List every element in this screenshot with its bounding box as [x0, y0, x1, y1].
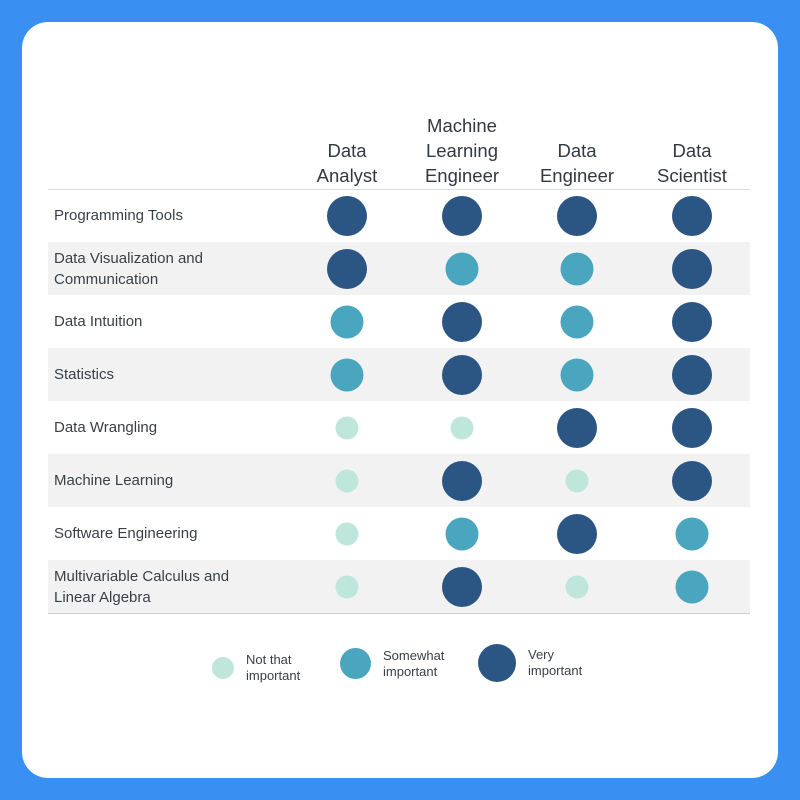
importance-dot-very-important [672, 301, 712, 342]
importance-dot-very-important [327, 195, 367, 236]
importance-dot-very-important [557, 195, 597, 236]
importance-dot-not-that-important [335, 416, 359, 439]
importance-dot-somewhat-important [675, 570, 709, 603]
importance-dot-not-that-important [450, 416, 474, 439]
importance-dot-very-important [442, 460, 482, 501]
column-header: Data Engineer [539, 140, 615, 186]
importance-dot-very-important [327, 248, 367, 289]
importance-dot-not-that-important [565, 575, 589, 598]
legend-item: Not that important [212, 652, 300, 684]
importance-dot-very-important [442, 354, 482, 395]
table-row: Data Visualization and Communication [48, 242, 750, 295]
row-label: Software Engineering [54, 525, 198, 542]
importance-dot-somewhat-important [560, 358, 594, 391]
importance-dot-not-that-important [335, 469, 359, 492]
legend-swatch-very-important [478, 644, 516, 682]
row-label: Data Visualization and Communication [54, 249, 203, 288]
legend-label: Very important [528, 647, 583, 678]
legend-item: Somewhat important [340, 648, 444, 680]
importance-dot-very-important [442, 566, 482, 607]
importance-dot-not-that-important [335, 522, 359, 545]
importance-dot-somewhat-important [560, 252, 594, 285]
importance-dot-somewhat-important [330, 305, 364, 338]
legend-swatch-not-that-important [212, 657, 234, 679]
importance-dot-very-important [672, 460, 712, 501]
table-row: Data Wrangling [48, 401, 750, 454]
column-header: Data Analyst [316, 140, 378, 186]
table-row: Programming Tools [48, 189, 750, 242]
legend-label: Somewhat important [383, 647, 445, 679]
row-label: Machine Learning [54, 472, 174, 489]
importance-dot-not-that-important [335, 575, 359, 598]
importance-dot-very-important [672, 354, 712, 395]
importance-dot-somewhat-important [330, 358, 364, 391]
row-label: Programming Tools [54, 207, 183, 224]
legend-swatch-somewhat-important [340, 648, 371, 679]
importance-dot-somewhat-important [675, 517, 709, 550]
row-label: Statistics [54, 366, 115, 383]
table-row: Data Intuition [48, 295, 750, 348]
legend-item: Very important [478, 644, 582, 682]
importance-dot-somewhat-important [560, 305, 594, 338]
importance-dot-very-important [442, 195, 482, 236]
importance-dot-very-important [557, 407, 597, 448]
row-label: Data Wrangling [54, 419, 158, 436]
importance-dot-somewhat-important [445, 252, 479, 285]
table-row: Software Engineering [48, 507, 750, 560]
column-header: Data Scientist [657, 140, 727, 186]
row-label: Data Intuition [54, 313, 143, 330]
importance-dot-very-important [672, 407, 712, 448]
importance-dot-very-important [557, 513, 597, 554]
table-row: Machine Learning [48, 454, 750, 507]
legend-label: Not that important [246, 652, 301, 683]
importance-dot-very-important [672, 248, 712, 289]
importance-dot-very-important [442, 301, 482, 342]
row-label: Multivariable Calculus and Linear Algebr… [54, 567, 230, 606]
column-header: Machine Learning Engineer [424, 115, 500, 186]
table-row: Statistics [48, 348, 750, 401]
table-row: Multivariable Calculus and Linear Algebr… [48, 560, 750, 614]
importance-dot-somewhat-important [445, 517, 479, 550]
header-divider [48, 189, 750, 190]
importance-dot-very-important [672, 195, 712, 236]
importance-dot-not-that-important [565, 469, 589, 492]
